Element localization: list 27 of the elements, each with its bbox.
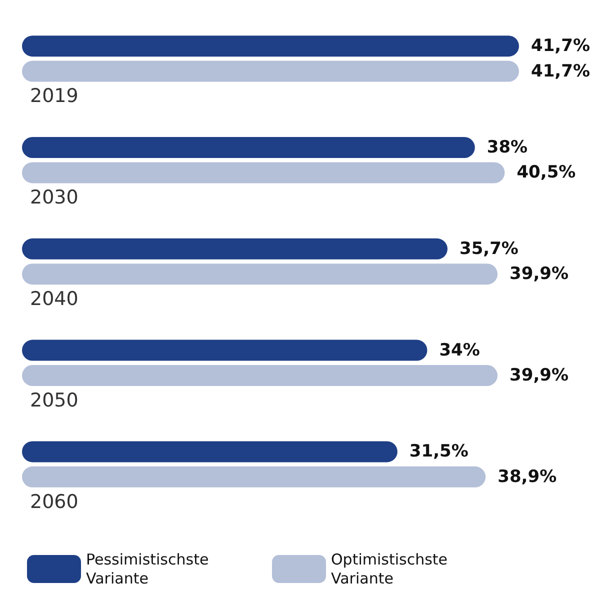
bar	[22, 60, 519, 82]
bar	[22, 162, 505, 184]
bar	[22, 238, 448, 260]
y-tick-label: 2030	[30, 186, 78, 209]
bar	[22, 137, 475, 158]
data-label: 40,5%	[516, 162, 576, 183]
bar	[22, 365, 498, 386]
y-tick-label: 2050	[30, 389, 78, 412]
legend-label: Optimistischste Variante	[331, 550, 452, 588]
bar	[22, 441, 398, 462]
data-label: 41,7%	[531, 61, 590, 82]
data-label: 34%	[439, 340, 480, 360]
data-label: 41,7%	[531, 36, 590, 56]
bar	[22, 36, 519, 57]
bar	[22, 340, 428, 361]
y-tick-label: 2060	[30, 490, 78, 513]
data-label: 31,5%	[409, 442, 468, 462]
data-label: 35,7%	[459, 238, 518, 259]
data-label: 39,9%	[510, 366, 569, 386]
bar	[22, 466, 486, 488]
legend-label: Pessimistischste Variante	[86, 550, 214, 588]
y-tick-label: 2040	[30, 288, 78, 310]
y-tick-label: 2019	[30, 85, 78, 108]
data-label: 38,9%	[498, 466, 557, 487]
data-label: 39,9%	[510, 264, 569, 284]
data-label: 38%	[486, 138, 528, 158]
bar	[22, 264, 498, 285]
